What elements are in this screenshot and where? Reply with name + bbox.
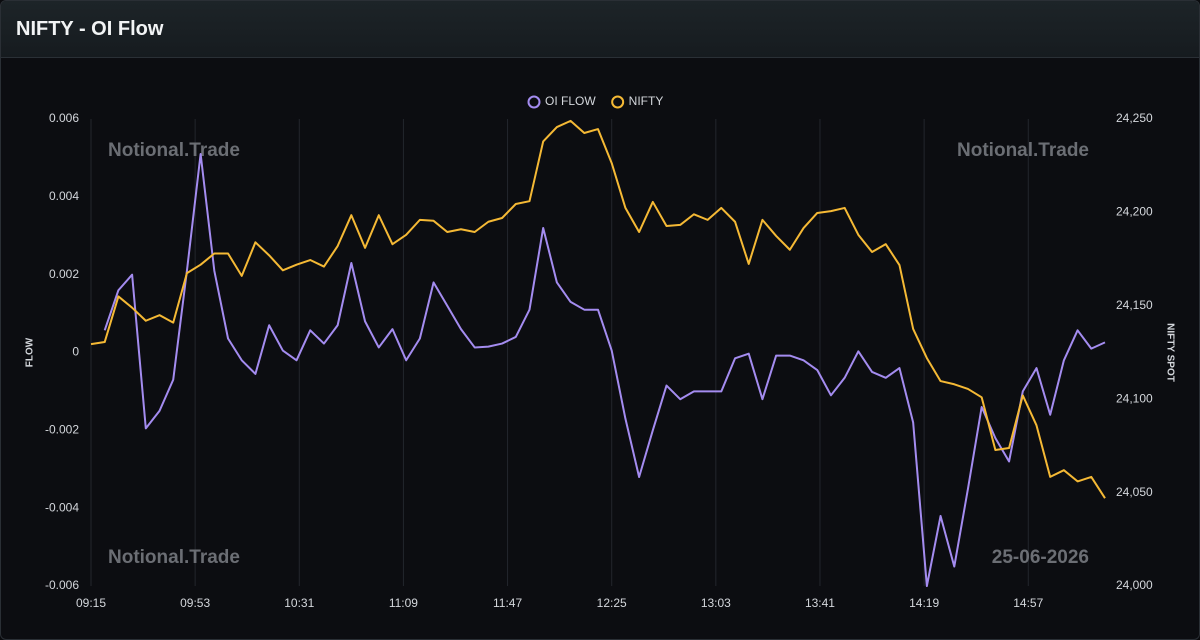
y-axis-title: FLOW bbox=[25, 337, 36, 367]
y2-tick-label: 24,100 bbox=[1116, 391, 1153, 405]
y-tick-label: 0.006 bbox=[49, 111, 79, 125]
y-tick-label: -0.006 bbox=[45, 578, 79, 592]
y2-tick-label: 24,150 bbox=[1116, 298, 1153, 312]
y-tick-label: 0 bbox=[72, 345, 79, 359]
watermark: Notional.Trade bbox=[108, 140, 240, 161]
y-tick-label: -0.004 bbox=[45, 500, 79, 514]
y-tick-label: 0.004 bbox=[49, 189, 79, 203]
x-tick-label: 12:25 bbox=[597, 596, 627, 610]
x-tick-label: 13:03 bbox=[701, 596, 731, 610]
x-tick-label: 14:19 bbox=[909, 596, 939, 610]
series-line bbox=[90, 119, 1106, 499]
watermark: Notional.Trade bbox=[108, 547, 240, 568]
y-tick-label: -0.002 bbox=[45, 423, 79, 437]
y2-tick-label: 24,050 bbox=[1116, 485, 1153, 499]
panel-header: NIFTY - OI Flow bbox=[1, 1, 1199, 58]
watermark: Notional.Trade bbox=[957, 140, 1089, 161]
x-tick-label: 09:53 bbox=[180, 596, 210, 610]
watermark: 25-06-2026 bbox=[992, 547, 1089, 568]
y-tick-label: 0.002 bbox=[49, 267, 79, 281]
x-tick-label: 13:41 bbox=[805, 596, 835, 610]
x-tick-label: 11:47 bbox=[493, 596, 522, 610]
series-line bbox=[103, 153, 1106, 587]
x-tick-label: 11:09 bbox=[389, 596, 418, 610]
y2-axis-title: NIFTY SPOT bbox=[1164, 323, 1175, 382]
chart: 09:15 09:53 10:31 11:09 11:47 12:25 13:03 13:41… bbox=[25, 94, 1176, 610]
legend: OI FLOW NIFTY bbox=[527, 94, 664, 109]
y2-tick-label: 24,000 bbox=[1116, 578, 1153, 592]
legend-label: NIFTY bbox=[629, 94, 664, 108]
legend-marker bbox=[611, 95, 625, 109]
legend-marker bbox=[527, 95, 541, 109]
x-tick-label: 10:31 bbox=[284, 596, 314, 610]
y2-tick-label: 24,250 bbox=[1116, 111, 1153, 125]
x-tick-label: 14:57 bbox=[1013, 596, 1043, 610]
y2-tick-label: 24,200 bbox=[1116, 205, 1153, 219]
legend-label: OI FLOW bbox=[545, 94, 596, 108]
panel-title: NIFTY - OI Flow bbox=[16, 17, 164, 40]
x-tick-label: 09:15 bbox=[76, 596, 106, 610]
